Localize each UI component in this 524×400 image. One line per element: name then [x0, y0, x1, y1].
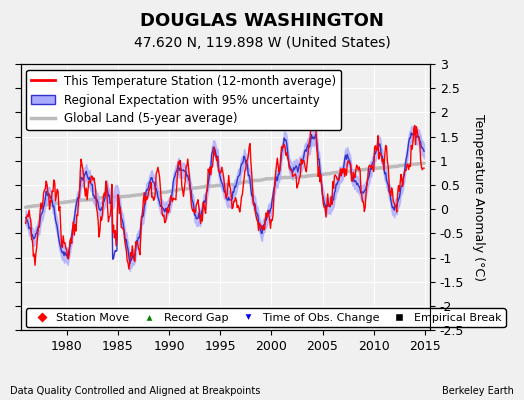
Text: Data Quality Controlled and Aligned at Breakpoints: Data Quality Controlled and Aligned at B…: [10, 386, 261, 396]
Text: Berkeley Earth: Berkeley Earth: [442, 386, 514, 396]
Text: 47.620 N, 119.898 W (United States): 47.620 N, 119.898 W (United States): [134, 36, 390, 50]
Y-axis label: Temperature Anomaly (°C): Temperature Anomaly (°C): [472, 114, 485, 281]
Text: DOUGLAS WASHINGTON: DOUGLAS WASHINGTON: [140, 12, 384, 30]
Legend: Station Move, Record Gap, Time of Obs. Change, Empirical Break: Station Move, Record Gap, Time of Obs. C…: [26, 308, 506, 327]
